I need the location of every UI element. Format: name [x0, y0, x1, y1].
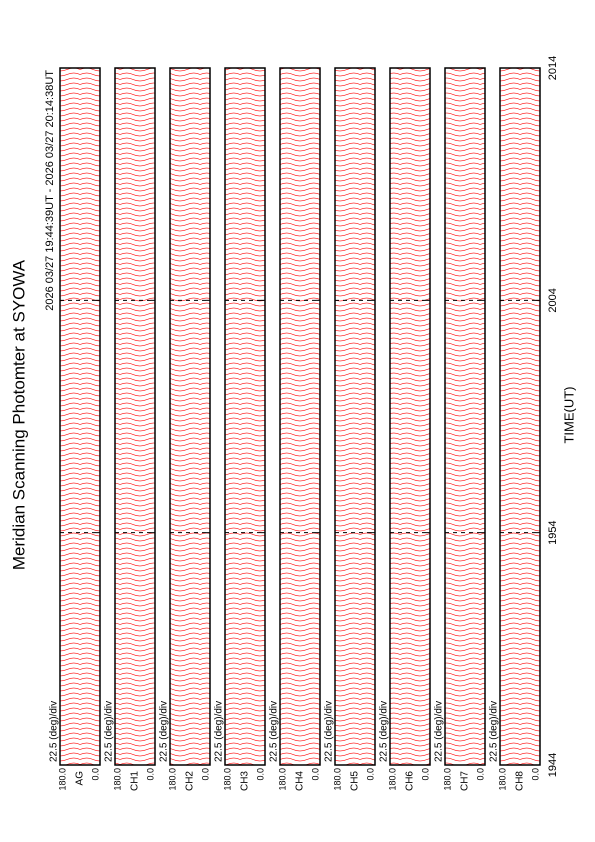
y-tick-label: 0.0 — [90, 768, 100, 781]
y-tick-label: 0.0 — [255, 768, 265, 781]
trace-field — [445, 68, 485, 765]
trace-field — [500, 68, 540, 765]
channel-label: CH1 — [130, 771, 141, 791]
scale-label: 22.5 (deg)/div — [324, 701, 335, 762]
chart-subtitle: 2026 03/27 19:44:39UT - 2026 03/27 20:14… — [44, 70, 56, 311]
panel-frame — [224, 67, 266, 766]
scale-label: 22.5 (deg)/div — [159, 701, 170, 762]
channel-label: CH3 — [240, 771, 251, 791]
x-axis-label: TIME(UT) — [561, 386, 576, 443]
y-tick-label: 180.0 — [167, 768, 177, 791]
y-tick-label: 0.0 — [475, 768, 485, 781]
scale-label: 22.5 (deg)/div — [104, 701, 115, 762]
channel-label: CH8 — [515, 771, 526, 791]
y-tick-label: 180.0 — [387, 768, 397, 791]
panel-frame — [334, 67, 376, 766]
trace-field — [280, 68, 320, 765]
y-tick-label: 180.0 — [222, 768, 232, 791]
trace-field — [115, 68, 155, 765]
panel-frame — [499, 67, 541, 766]
panel-frame — [279, 67, 321, 766]
scale-label: 22.5 (deg)/div — [379, 701, 390, 762]
scale-label: 22.5 (deg)/div — [434, 701, 445, 762]
y-tick-label: 0.0 — [365, 768, 375, 781]
y-tick-label: 180.0 — [112, 768, 122, 791]
y-tick-label: 0.0 — [530, 768, 540, 781]
channel-label: CH7 — [460, 771, 471, 791]
panel-frame — [389, 67, 431, 766]
y-tick-label: 180.0 — [277, 768, 287, 791]
x-tick-label: 1954 — [547, 520, 559, 544]
trace-field — [60, 68, 100, 765]
scale-label: 22.5 (deg)/div — [489, 701, 500, 762]
rotated-frame: Meridian Scanning Photomter at SYOWA 202… — [9, 56, 576, 791]
panel-frame — [169, 67, 211, 766]
y-tick-label: 180.0 — [442, 768, 452, 791]
y-tick-label: 180.0 — [497, 768, 507, 791]
channel-label: CH6 — [405, 771, 416, 791]
trace-field — [335, 68, 375, 765]
x-tick-label: 2014 — [547, 56, 559, 80]
channel-label: AG — [75, 771, 86, 786]
x-tick-label: 1944 — [547, 753, 559, 777]
y-tick-label: 180.0 — [57, 768, 67, 791]
panel-frame — [444, 67, 486, 766]
panel-frame — [114, 67, 156, 766]
trace-field — [225, 68, 265, 765]
trace-field — [390, 68, 430, 765]
channel-label: CH4 — [295, 771, 306, 791]
y-tick-label: 0.0 — [310, 768, 320, 781]
y-tick-label: 0.0 — [200, 768, 210, 781]
chart-title: Meridian Scanning Photomter at SYOWA — [9, 259, 28, 570]
y-tick-label: 180.0 — [332, 768, 342, 791]
y-tick-label: 0.0 — [145, 768, 155, 781]
scale-label: 22.5 (deg)/div — [214, 701, 225, 762]
trace-field — [170, 68, 210, 765]
scale-label: 22.5 (deg)/div — [49, 701, 60, 762]
x-tick-label: 2004 — [547, 288, 559, 312]
scale-label: 22.5 (deg)/div — [269, 701, 280, 762]
y-tick-label: 0.0 — [420, 768, 430, 781]
channel-label: CH5 — [350, 771, 361, 791]
channel-label: CH2 — [185, 771, 196, 791]
panel-frame — [59, 67, 101, 766]
